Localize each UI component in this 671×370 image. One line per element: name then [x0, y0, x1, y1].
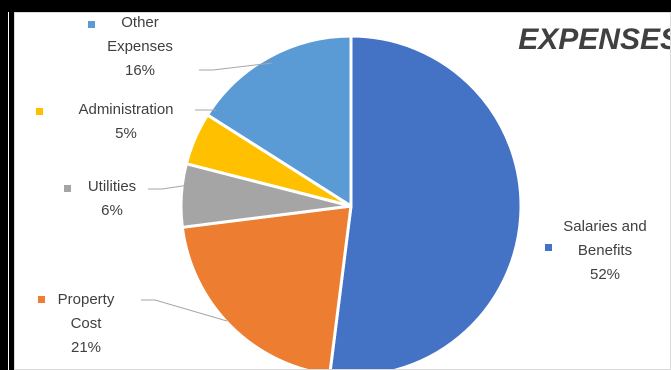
- slice-percent-label: 52%: [590, 266, 620, 283]
- slice-name-label: Cost: [71, 315, 103, 332]
- label-marker-utilities: [64, 185, 71, 192]
- pie-slice-salaries-and-benefits: [328, 34, 523, 369]
- leader-line: [199, 62, 273, 71]
- slice-name-label: Property: [58, 291, 115, 308]
- slice-name-label: Administration: [78, 101, 173, 118]
- slice-percent-label: 6%: [101, 202, 123, 219]
- slice-percent-label: 16%: [125, 62, 155, 79]
- label-marker-administration: [36, 108, 43, 115]
- label-marker-other-expenses: [88, 21, 95, 28]
- label-marker-salaries-and-benefits: [545, 244, 552, 251]
- slice-name-label: Utilities: [88, 178, 136, 195]
- slice-name-label: Other: [121, 14, 159, 31]
- pie-slices: [179, 34, 523, 369]
- pie-slice-other-expenses: [205, 34, 353, 208]
- chart-title: EXPENSES: [518, 23, 671, 56]
- leader-line: [141, 299, 228, 322]
- label-marker-property-cost: [38, 296, 45, 303]
- slice-name-label: Salaries and: [563, 218, 646, 235]
- slice-percent-label: 21%: [71, 339, 101, 356]
- leader-line: [148, 184, 190, 190]
- chart-area: Salaries and Benefits 52% Property Cost 21% Ut…: [14, 12, 671, 370]
- outer-background-left: [0, 0, 14, 370]
- frame-edge-line: [8, 12, 9, 370]
- slice-name-label: Expenses: [107, 38, 173, 55]
- slice-name-label: Benefits: [578, 242, 632, 259]
- slice-percent-label: 5%: [115, 125, 137, 142]
- pie-chart: Salaries and Benefits 52% Property Cost 21% Ut…: [36, 14, 647, 369]
- leader-lines: [141, 62, 273, 322]
- outer-background-top: [0, 0, 671, 12]
- slice-labels: Salaries and Benefits 52% Property Cost 21% Ut…: [36, 14, 647, 356]
- pie-slice-property-cost: [180, 204, 353, 369]
